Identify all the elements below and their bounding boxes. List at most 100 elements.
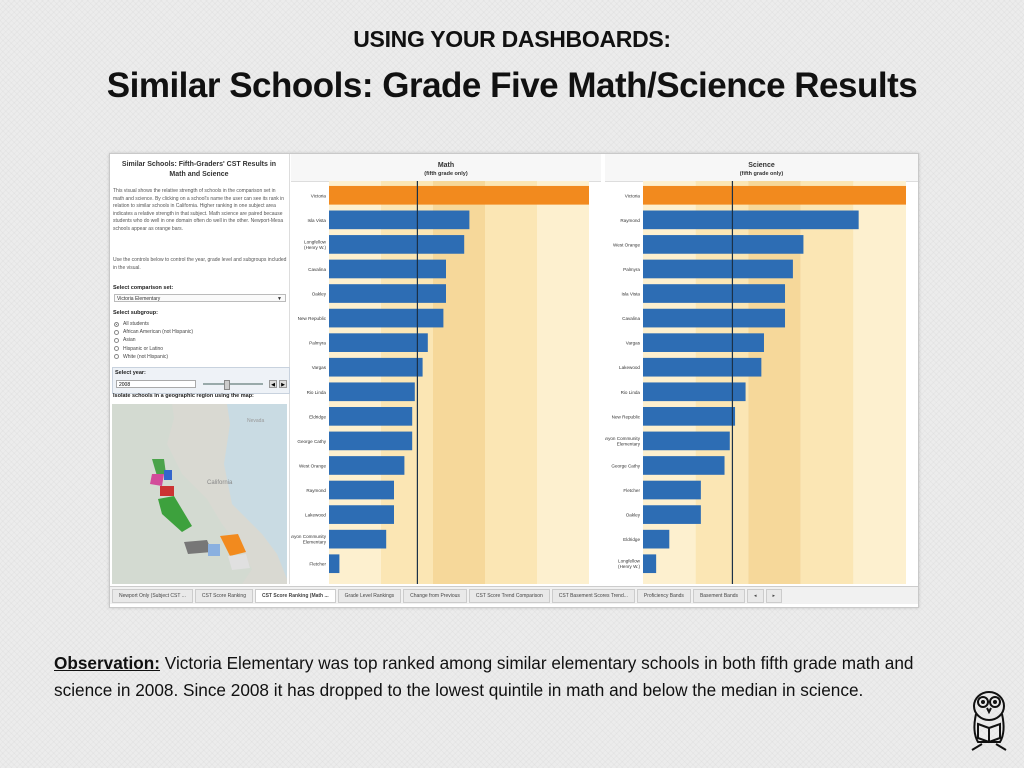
category-label[interactable]: Fletcher (623, 488, 640, 493)
category-label[interactable]: Vargas (626, 341, 641, 346)
chart-bar[interactable] (643, 308, 786, 328)
next-year-button[interactable]: ▶ (279, 380, 287, 388)
category-label[interactable]: Palmyra (623, 267, 640, 272)
category-label[interactable]: Raymond (306, 488, 326, 493)
subgroup-option[interactable]: Hispanic or Latino (114, 345, 284, 353)
category-label[interactable]: Longfellow (Henry W.) (618, 559, 641, 570)
category-label[interactable]: Lakewood (305, 513, 326, 518)
category-label[interactable]: George Cathy (297, 439, 326, 444)
chart-bar[interactable] (329, 529, 387, 549)
slide-title: Similar Schools: Grade Five Math/Science… (106, 66, 918, 105)
chart-bar[interactable] (643, 456, 725, 475)
tab-scroll-right-icon[interactable]: ▸ (765, 588, 783, 603)
chart-bar[interactable] (643, 357, 762, 377)
category-label[interactable]: Victoria (625, 193, 641, 198)
chart-bar[interactable] (643, 210, 859, 230)
chart-bar[interactable] (329, 259, 446, 279)
category-label[interactable]: New Republic (298, 316, 327, 321)
category-label[interactable]: Isla Vista (307, 218, 326, 223)
chevron-down-icon: ▼ (277, 296, 282, 302)
category-label[interactable]: Rio Linda (307, 390, 327, 395)
chart-bar[interactable] (643, 505, 701, 524)
worksheet-tab[interactable]: CST Score Ranking (Math ... (254, 588, 336, 603)
tab-scroll-left-icon[interactable]: ◂ (747, 588, 764, 603)
chart-bar[interactable] (643, 431, 730, 451)
subgroup-option[interactable]: African American (not Hispanic) (114, 328, 284, 336)
category-label[interactable]: West Orange (299, 463, 326, 468)
california-map[interactable]: California Nevada (112, 404, 287, 584)
chart-bar[interactable] (329, 357, 423, 377)
chart-bar[interactable] (329, 431, 413, 451)
worksheet-tab[interactable]: Newport Only (Subject CST ... (112, 588, 193, 603)
chart-bar[interactable] (643, 259, 793, 279)
category-label[interactable]: Isla Vista (621, 292, 640, 297)
chart-bar[interactable] (643, 480, 701, 500)
prev-year-button[interactable]: ◀ (269, 380, 277, 388)
category-label[interactable]: New Republic (612, 414, 641, 419)
category-label[interactable]: Eldridge (623, 537, 640, 542)
worksheet-tab[interactable]: Change from Previous (403, 588, 467, 603)
comparison-label: Select comparison set: (113, 285, 174, 291)
chart-bar[interactable] (329, 235, 465, 254)
chart-bar[interactable] (329, 284, 446, 303)
category-label[interactable]: Cavalina (622, 316, 640, 321)
chart-bar[interactable] (643, 529, 670, 549)
subgroup-option[interactable]: All students (114, 320, 284, 328)
chart-bar[interactable] (329, 456, 405, 475)
worksheet-tab[interactable]: CST Score Ranking (194, 588, 253, 603)
math-bar-chart[interactable]: Victoria Isla Vista Longfellow (Henry W.) Ca… (291, 181, 601, 584)
radio-icon[interactable] (114, 337, 119, 343)
category-label[interactable]: Vargas (312, 365, 327, 370)
chart-bar[interactable] (329, 554, 340, 574)
chart-bar[interactable] (329, 505, 394, 524)
chart-bar[interactable] (643, 185, 906, 205)
worksheet-tab[interactable]: Proficiency Bands (636, 588, 691, 603)
chart-bar[interactable] (329, 407, 413, 426)
chart-bar[interactable] (329, 210, 470, 230)
radio-icon[interactable] (114, 329, 119, 335)
radio-icon[interactable] (114, 354, 119, 360)
radio-icon[interactable] (114, 346, 119, 352)
chart-bar[interactable] (329, 333, 428, 352)
category-label[interactable]: Longfellow (Henry W.) (304, 239, 327, 250)
year-slider-handle[interactable] (224, 380, 230, 390)
category-label[interactable]: George Cathy (611, 463, 640, 468)
category-label[interactable]: West Orange (613, 242, 640, 247)
year-slider-track[interactable] (203, 383, 263, 385)
radio-icon[interactable] (114, 321, 119, 327)
chart-bar[interactable] (643, 382, 746, 402)
category-label[interactable]: Rio Linda (621, 390, 641, 395)
worksheet-tab[interactable]: CST Score Trend Comparison (468, 588, 550, 603)
chart-bar[interactable] (329, 308, 444, 328)
chart-bar[interactable] (643, 333, 764, 352)
category-label[interactable]: Eldridge (309, 414, 326, 419)
chart-bar[interactable] (643, 554, 657, 574)
category-label[interactable]: Oakley (626, 513, 641, 518)
year-input[interactable]: 2008 (116, 380, 196, 388)
category-label[interactable]: Fletcher (309, 562, 326, 567)
chart-bar[interactable] (643, 284, 786, 303)
category-label[interactable]: Victoria (311, 193, 327, 198)
subgroup-option[interactable]: Asian (114, 336, 284, 344)
subgroup-radio-group: All students African American (not Hispan… (114, 320, 284, 361)
comparison-select[interactable]: Victoria Elementary ▼ (114, 294, 286, 302)
chart-bar[interactable] (329, 382, 415, 402)
panel-description: This visual shows the relative strength … (113, 188, 285, 232)
chart-bar[interactable] (329, 480, 394, 500)
category-label[interactable]: Lakewood (619, 365, 640, 370)
region-map[interactable]: California Nevada (112, 404, 287, 584)
chart-bar[interactable] (643, 407, 736, 426)
category-label[interactable]: Cavalina (308, 267, 326, 272)
chart-bar[interactable] (643, 235, 804, 254)
category-label[interactable]: Oakley (312, 292, 327, 297)
subgroup-option[interactable]: White (not Hispanic) (114, 353, 284, 361)
worksheet-tab[interactable]: Grade Level Rankings (337, 588, 402, 603)
worksheet-tab[interactable]: Basement Bands (692, 588, 746, 603)
worksheet-tab[interactable]: CST Basement Scores Trend... (551, 588, 635, 603)
chart-bar[interactable] (329, 185, 589, 205)
category-label[interactable]: Raymond (620, 218, 640, 223)
category-label[interactable]: Palmyra (309, 341, 326, 346)
science-bar-chart[interactable]: Victoria Raymond West Orange Palmyra Isla Vi… (605, 181, 918, 584)
